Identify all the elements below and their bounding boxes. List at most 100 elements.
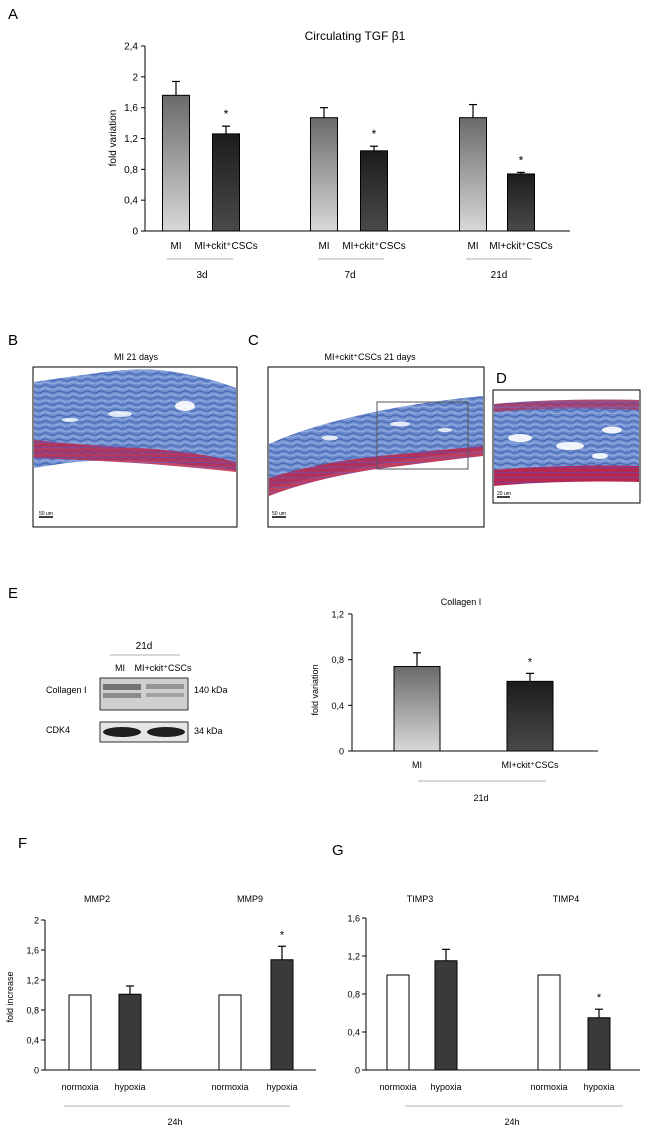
chart-a: 0 0,4 0,8 1,2 1,6 2 2,4 Circulating TGF β1 fold … (108, 29, 570, 281)
panel-label-c: C (248, 332, 259, 349)
category-label: hypoxia (266, 1082, 297, 1092)
significance-mark: * (224, 107, 229, 121)
bar (118, 993, 142, 1071)
chart-e: 0 0,4 0,8 1,2 Collagen I fold variation MI * MI+… (310, 597, 598, 803)
significance-mark: * (597, 992, 602, 1004)
bar (310, 117, 338, 232)
category-label: hypoxia (583, 1082, 614, 1092)
category-label: hypoxia (430, 1082, 461, 1092)
category-label: MI+ckit⁺CSCs (489, 241, 552, 252)
category-label: MI (467, 241, 478, 252)
category-label: normoxia (530, 1082, 567, 1092)
bar (360, 150, 388, 232)
tissue-d (494, 399, 639, 480)
bar (393, 666, 441, 752)
category-label: MI (412, 760, 422, 770)
y-tick-label: 1,2 (26, 976, 39, 986)
group-label: 21d (491, 270, 508, 281)
group-label: 24h (504, 1117, 519, 1127)
bar (162, 94, 190, 232)
panel-label-a: A (8, 6, 18, 23)
significance-mark: * (519, 153, 524, 167)
chart-g: 0 0,4 0,8 1,2 1,6 TIMP3 TIMP4 normoxia hypoxia no… (347, 894, 640, 1127)
zoom-box (376, 401, 469, 470)
y-axis-label: fold increase (5, 971, 15, 1022)
y-tick-label: 0 (355, 1066, 360, 1076)
y-tick-label: 0 (34, 1066, 39, 1076)
y-axis-label: fold variation (108, 110, 119, 167)
bar (218, 994, 242, 1071)
group-label: 24h (167, 1117, 182, 1127)
y-tick-label: 1,6 (347, 914, 360, 924)
y-tick-label: 2 (34, 916, 39, 926)
category-label: MI (170, 241, 181, 252)
scale-bar-b: 50 um (39, 511, 53, 517)
wb-row-label-2: CDK4 (46, 725, 70, 735)
group-title: MMP2 (84, 894, 110, 904)
category-label: normoxia (211, 1082, 248, 1092)
western-blot: 21d MI MI+ckit⁺CSCs Collagen I CDK4 140 … (46, 641, 228, 743)
y-tick-label: 1,2 (331, 610, 344, 620)
category-label: hypoxia (114, 1082, 145, 1092)
bar (434, 960, 458, 1071)
wb-row-label-1: Collagen I (46, 685, 87, 695)
y-tick-label: 1,6 (124, 103, 138, 114)
y-tick-label: 2,4 (124, 42, 138, 53)
y-tick-label: 0,8 (26, 1006, 39, 1016)
panel-label-e: E (8, 585, 18, 602)
chart-f: 0 0,4 0,8 1,2 1,6 2 fold increase MMP2 MMP9 normo… (5, 894, 316, 1127)
group-label: 7d (344, 270, 355, 281)
tissue-d-red (494, 465, 639, 486)
bar (386, 974, 410, 1071)
group-title: TIMP4 (553, 894, 580, 904)
category-label: MI+ckit⁺CSCs (501, 760, 559, 770)
bar (587, 1017, 611, 1071)
panel-label-g: G (332, 842, 344, 859)
wb-time-label: 21d (136, 641, 153, 652)
y-tick-label: 1,6 (26, 946, 39, 956)
y-tick-label: 1,2 (347, 952, 360, 962)
micrograph-c: MI+ckit⁺CSCs 21 days 50 um (267, 352, 485, 528)
category-label: MI+ckit⁺CSCs (342, 241, 405, 252)
y-tick-label: 0 (132, 227, 138, 238)
y-tick-label: 0,4 (124, 196, 138, 207)
significance-mark: * (528, 656, 533, 668)
micrograph-b: MI 21 days 50 um (32, 352, 238, 528)
category-label: MI+ckit⁺CSCs (194, 241, 257, 252)
bar (459, 117, 487, 232)
y-tick-label: 0,4 (347, 1028, 360, 1038)
significance-mark: * (280, 929, 285, 941)
group-title: TIMP3 (407, 894, 434, 904)
y-tick-label: 0,8 (124, 165, 138, 176)
micrograph-b-title: MI 21 days (114, 352, 159, 362)
chart-title: Collagen I (441, 597, 482, 607)
bar (507, 173, 535, 232)
y-tick-label: 1,2 (124, 134, 138, 145)
micrograph-d: 20 um (492, 389, 641, 504)
tissue-c-red (269, 446, 483, 496)
y-tick-label: 0,4 (331, 701, 344, 711)
chart-title: Circulating TGF β1 (305, 29, 406, 43)
wb-mw-2: 34 kDa (194, 726, 223, 736)
bar (537, 974, 561, 1071)
panel-label-b: B (8, 332, 18, 349)
y-tick-label: 0,8 (331, 655, 344, 665)
y-tick-label: 0,4 (26, 1036, 39, 1046)
wb-mw-1: 140 kDa (194, 685, 228, 695)
category-label: normoxia (379, 1082, 416, 1092)
group-title: MMP9 (237, 894, 263, 904)
panel-label-f: F (18, 835, 27, 852)
y-axis-label: fold variation (310, 664, 320, 715)
wb-lane-label-1: MI (115, 663, 125, 673)
bar (68, 994, 92, 1071)
tissue-b-red (34, 440, 236, 472)
bar (270, 959, 294, 1071)
bar (212, 133, 240, 232)
y-tick-label: 0,8 (347, 990, 360, 1000)
bar (506, 680, 554, 752)
scale-bar-d: 20 um (497, 491, 511, 497)
micrograph-c-title: MI+ckit⁺CSCs 21 days (324, 352, 416, 362)
wb-lane-label-2: MI+ckit⁺CSCs (134, 663, 192, 673)
category-label: normoxia (61, 1082, 98, 1092)
